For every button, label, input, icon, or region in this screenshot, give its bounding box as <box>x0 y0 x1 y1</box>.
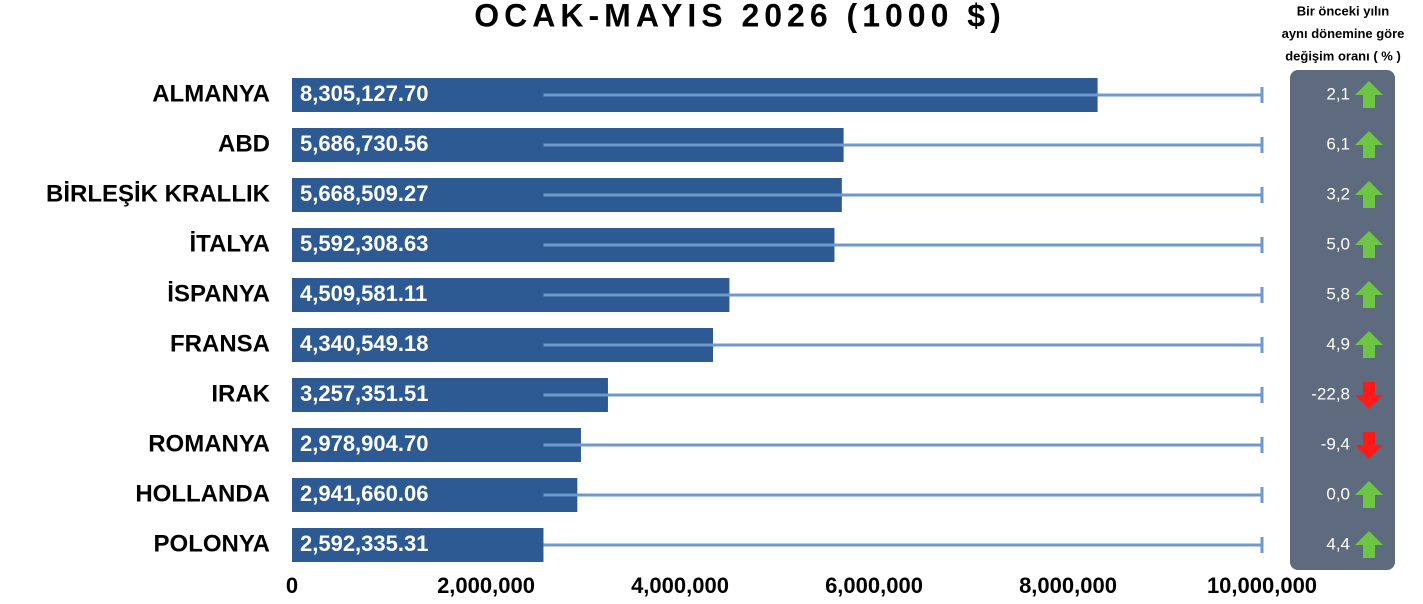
change-title: değişim oranı ( % ) <box>1285 48 1401 63</box>
change-label: 3,2 <box>1326 184 1350 203</box>
category-label: FRANSA <box>170 330 270 357</box>
value-label: 4,340,549.18 <box>300 331 428 356</box>
x-tick-label: 8,000,000 <box>1019 573 1117 598</box>
category-label: BİRLEŞİK KRALLIK <box>46 180 271 207</box>
up-arrow <box>1355 81 1383 108</box>
change-title: Bir önceki yılın <box>1297 3 1390 18</box>
value-label: 5,686,730.56 <box>300 131 428 156</box>
value-label: 5,592,308.63 <box>300 231 428 256</box>
change-label: 0,0 <box>1326 484 1350 503</box>
value-label: 8,305,127.70 <box>300 81 428 106</box>
down-arrow <box>1355 382 1383 409</box>
up-arrow <box>1355 481 1383 508</box>
up-arrow <box>1355 531 1383 558</box>
bar <box>292 428 581 462</box>
change-label: -22,8 <box>1311 384 1350 403</box>
up-arrow <box>1355 181 1383 208</box>
change-label: -9,4 <box>1321 434 1350 453</box>
change-label: 5,8 <box>1326 284 1350 303</box>
x-tick-label: 2,000,000 <box>437 573 535 598</box>
x-tick-label: 4,000,000 <box>631 573 729 598</box>
change-label: 4,9 <box>1326 334 1350 353</box>
value-label: 2,941,660.06 <box>300 481 428 506</box>
value-label: 2,592,335.31 <box>300 531 428 556</box>
up-arrow <box>1355 131 1383 158</box>
down-arrow <box>1355 432 1383 459</box>
x-tick-label: 6,000,000 <box>825 573 923 598</box>
x-tick-label: 10,000,000 <box>1207 573 1317 598</box>
category-label: ROMANYA <box>148 430 270 457</box>
value-label: 2,978,904.70 <box>300 431 428 456</box>
change-label: 5,0 <box>1326 234 1350 253</box>
category-label: ABD <box>218 130 270 157</box>
change-label: 2,1 <box>1326 84 1350 103</box>
value-label: 5,668,509.27 <box>300 181 428 206</box>
value-label: 4,509,581.11 <box>300 281 427 306</box>
up-arrow <box>1355 281 1383 308</box>
change-label: 4,4 <box>1326 534 1350 553</box>
category-label: HOLLANDA <box>135 480 270 507</box>
category-label: POLONYA <box>154 530 270 557</box>
x-tick-label: 0 <box>286 573 298 598</box>
change-title: aynı dönemine göre <box>1282 26 1405 41</box>
up-arrow <box>1355 231 1383 258</box>
bar <box>292 528 544 562</box>
category-label: ALMANYA <box>152 80 270 107</box>
bar <box>292 478 578 512</box>
chart-title: OCAK-MAYIS 2026 (1000 $) <box>474 0 1005 33</box>
change-label: 6,1 <box>1326 134 1350 153</box>
up-arrow <box>1355 331 1383 358</box>
category-label: İSPANYA <box>167 280 270 307</box>
category-label: IRAK <box>211 380 270 407</box>
category-label: İTALYA <box>190 230 270 257</box>
value-label: 3,257,351.51 <box>300 381 428 406</box>
